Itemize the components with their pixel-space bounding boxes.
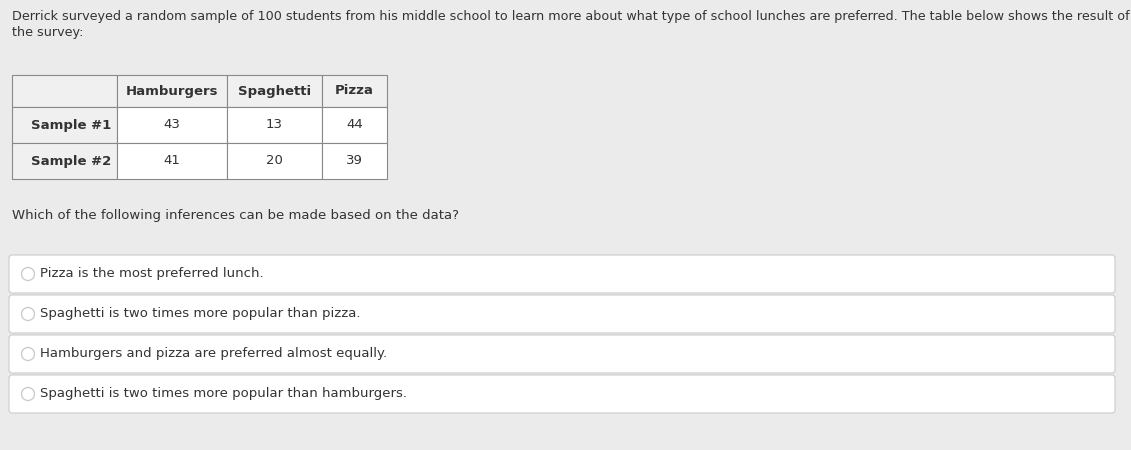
Text: Which of the following inferences can be made based on the data?: Which of the following inferences can be… [12, 209, 459, 222]
Text: Sample #1: Sample #1 [31, 118, 111, 131]
Bar [322, 143, 387, 179]
Bar [116, 107, 227, 143]
Text: 44: 44 [346, 118, 363, 131]
Text: the survey:: the survey: [12, 26, 84, 39]
Text: Derrick surveyed a random sample of 100 students from his middle school to learn: Derrick surveyed a random sample of 100 … [12, 10, 1130, 23]
Text: Pizza is the most preferred lunch.: Pizza is the most preferred lunch. [40, 267, 264, 280]
Bar [116, 143, 227, 179]
Text: Hamburgers: Hamburgers [126, 85, 218, 98]
Text: Hamburgers and pizza are preferred almost equally.: Hamburgers and pizza are preferred almos… [40, 347, 387, 360]
Text: 41: 41 [164, 154, 181, 167]
FancyBboxPatch shape [9, 255, 1115, 293]
Bar [116, 75, 227, 107]
Bar [227, 107, 322, 143]
Circle shape [21, 387, 35, 400]
Text: 13: 13 [266, 118, 283, 131]
Text: Spaghetti is two times more popular than hamburgers.: Spaghetti is two times more popular than… [40, 387, 407, 400]
FancyBboxPatch shape [9, 335, 1115, 373]
Text: Sample #2: Sample #2 [31, 154, 111, 167]
Bar [12, 75, 116, 107]
Bar [12, 143, 116, 179]
Bar [12, 107, 116, 143]
FancyBboxPatch shape [9, 375, 1115, 413]
Circle shape [21, 347, 35, 360]
Text: 39: 39 [346, 154, 363, 167]
Bar [227, 75, 322, 107]
Bar [227, 143, 322, 179]
Bar [322, 107, 387, 143]
Text: Spaghetti is two times more popular than pizza.: Spaghetti is two times more popular than… [40, 307, 361, 320]
Text: 43: 43 [164, 118, 181, 131]
Text: Spaghetti: Spaghetti [238, 85, 311, 98]
Circle shape [21, 267, 35, 280]
Circle shape [21, 307, 35, 320]
Bar [322, 75, 387, 107]
FancyBboxPatch shape [9, 295, 1115, 333]
Text: Pizza: Pizza [335, 85, 374, 98]
Text: 20: 20 [266, 154, 283, 167]
